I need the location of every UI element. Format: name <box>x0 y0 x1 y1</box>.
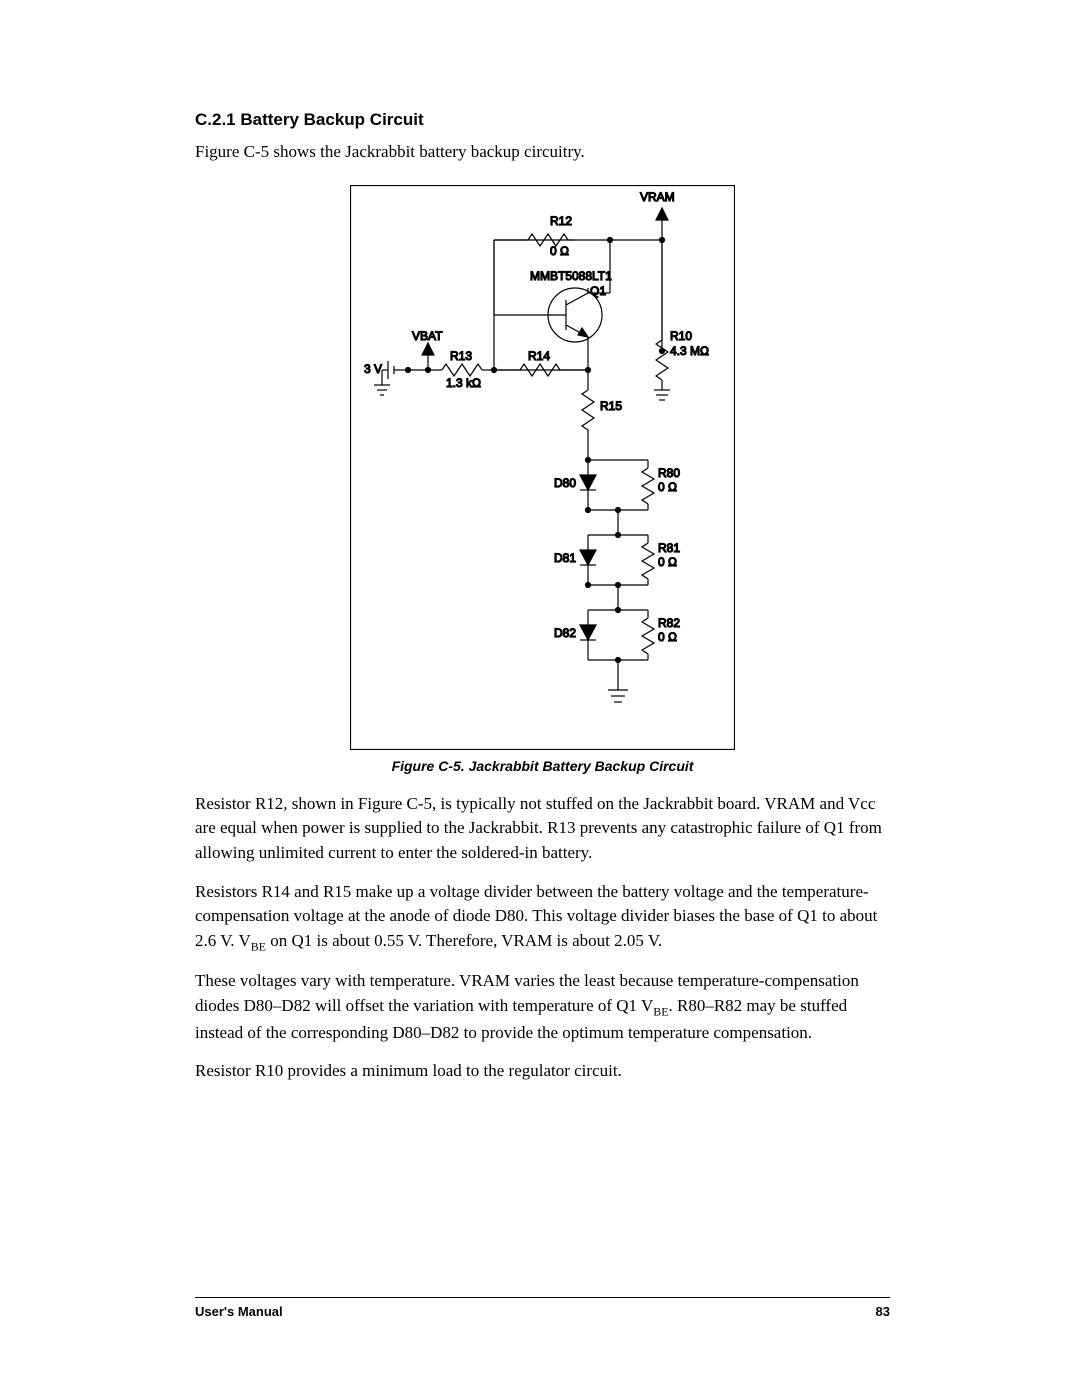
label-r80: R80 <box>658 466 680 480</box>
footer-left: User's Manual <box>195 1304 283 1319</box>
label-q1-part: MMBT5088LT1 <box>530 269 612 283</box>
label-r13: R13 <box>450 349 472 363</box>
label-r14: R14 <box>528 349 550 363</box>
sub-be-1: BE <box>251 939 266 953</box>
label-d82: D82 <box>554 626 576 640</box>
label-r81-val: 0 Ω <box>658 555 677 569</box>
label-vbat: VBAT <box>412 329 443 343</box>
sub-be-2: BE <box>653 1005 668 1019</box>
label-r12-val: 0 Ω <box>550 244 569 258</box>
intro-paragraph: Figure C-5 shows the Jackrabbit battery … <box>195 140 890 165</box>
label-d80: D80 <box>554 476 576 490</box>
label-r12: R12 <box>550 214 572 228</box>
label-r10: R10 <box>670 329 692 343</box>
label-q1: Q1 <box>590 284 606 298</box>
label-r81: R81 <box>658 541 680 555</box>
label-r82: R82 <box>658 616 680 630</box>
label-r15: R15 <box>600 399 622 413</box>
label-r82-val: 0 Ω <box>658 630 677 644</box>
circuit-diagram: VRAM R12 0 Ω R10 4.3 MΩ MMBT5088LT1 Q1 <box>350 185 735 750</box>
figure-caption: Figure C-5. Jackrabbit Battery Backup Ci… <box>195 758 890 774</box>
label-d81: D81 <box>554 551 576 565</box>
label-r80-val: 0 Ω <box>658 480 677 494</box>
p2-text-b: on Q1 is about 0.55 V. Therefore, VRAM i… <box>266 931 662 950</box>
paragraph-4: Resistor R10 provides a minimum load to … <box>195 1059 890 1084</box>
label-vram: VRAM <box>640 190 675 204</box>
footer-page-number: 83 <box>876 1304 890 1319</box>
paragraph-2: Resistors R14 and R15 make up a voltage … <box>195 880 890 956</box>
paragraph-3: These voltages vary with temperature. VR… <box>195 969 890 1045</box>
paragraph-1: Resistor R12, shown in Figure C-5, is ty… <box>195 792 890 866</box>
page-footer: User's Manual 83 <box>195 1297 890 1319</box>
section-heading: C.2.1 Battery Backup Circuit <box>195 110 890 130</box>
figure-container: VRAM R12 0 Ω R10 4.3 MΩ MMBT5088LT1 Q1 <box>195 185 890 750</box>
label-3v: 3 V <box>364 362 382 376</box>
label-r13-val: 1.3 kΩ <box>446 376 481 390</box>
label-r10-val: 4.3 MΩ <box>670 344 709 358</box>
